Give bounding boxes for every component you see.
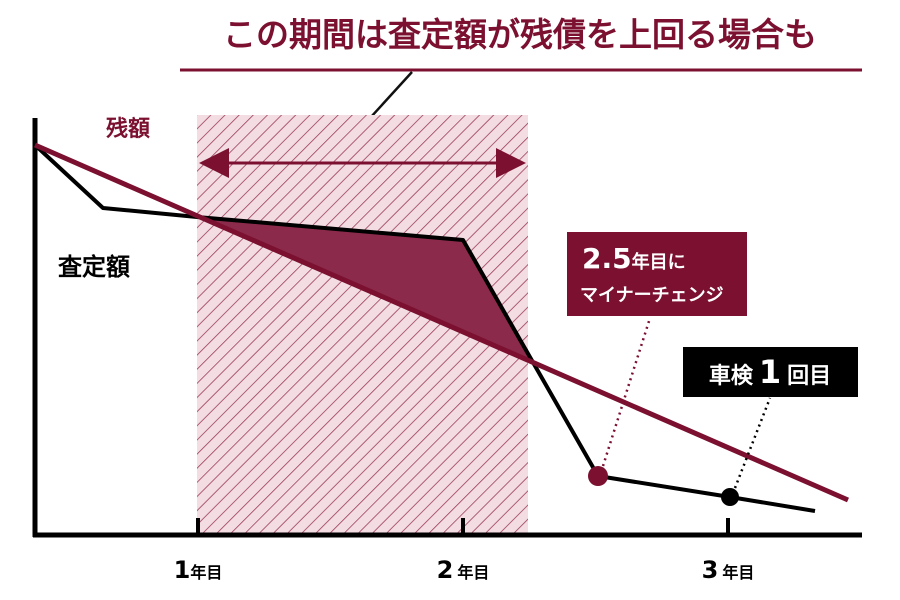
tick-unit: 年目 <box>457 563 489 582</box>
inspection-point <box>721 488 739 506</box>
callout-small: 回目 <box>787 364 831 389</box>
tick-num: 3 <box>702 556 719 584</box>
callout-text: 車検 1 回目 <box>709 353 831 391</box>
callout-big: 2.5 <box>582 242 632 275</box>
title: この期間は査定額が残債を上回る場合も <box>223 15 817 54</box>
x-tick-label: 2 年目 <box>437 556 490 584</box>
callout-box <box>567 232 747 316</box>
change-point <box>588 466 608 486</box>
tick-num: 1 <box>174 556 191 584</box>
tick-num: 2 <box>437 556 454 584</box>
callout-box <box>683 347 858 397</box>
callout-text: マイナーチェンジ <box>580 285 724 306</box>
callout-leader <box>733 397 772 489</box>
remaining-label: 残額 <box>106 116 150 142</box>
callout-leader <box>601 317 652 467</box>
callout-small: 年目に <box>632 251 686 273</box>
tick-unit: 年目 <box>190 563 222 582</box>
callout-big: 1 <box>759 353 781 391</box>
callout-small: 車検 <box>709 364 754 389</box>
assessed-label: 査定額 <box>58 253 130 281</box>
x-tick-label: 3 年目 <box>702 556 755 584</box>
remaining-line <box>33 142 850 503</box>
callout-text: 2.5年目に <box>582 242 686 275</box>
tick-unit: 年目 <box>722 563 754 582</box>
x-tick-label: 1年目 <box>174 556 223 584</box>
